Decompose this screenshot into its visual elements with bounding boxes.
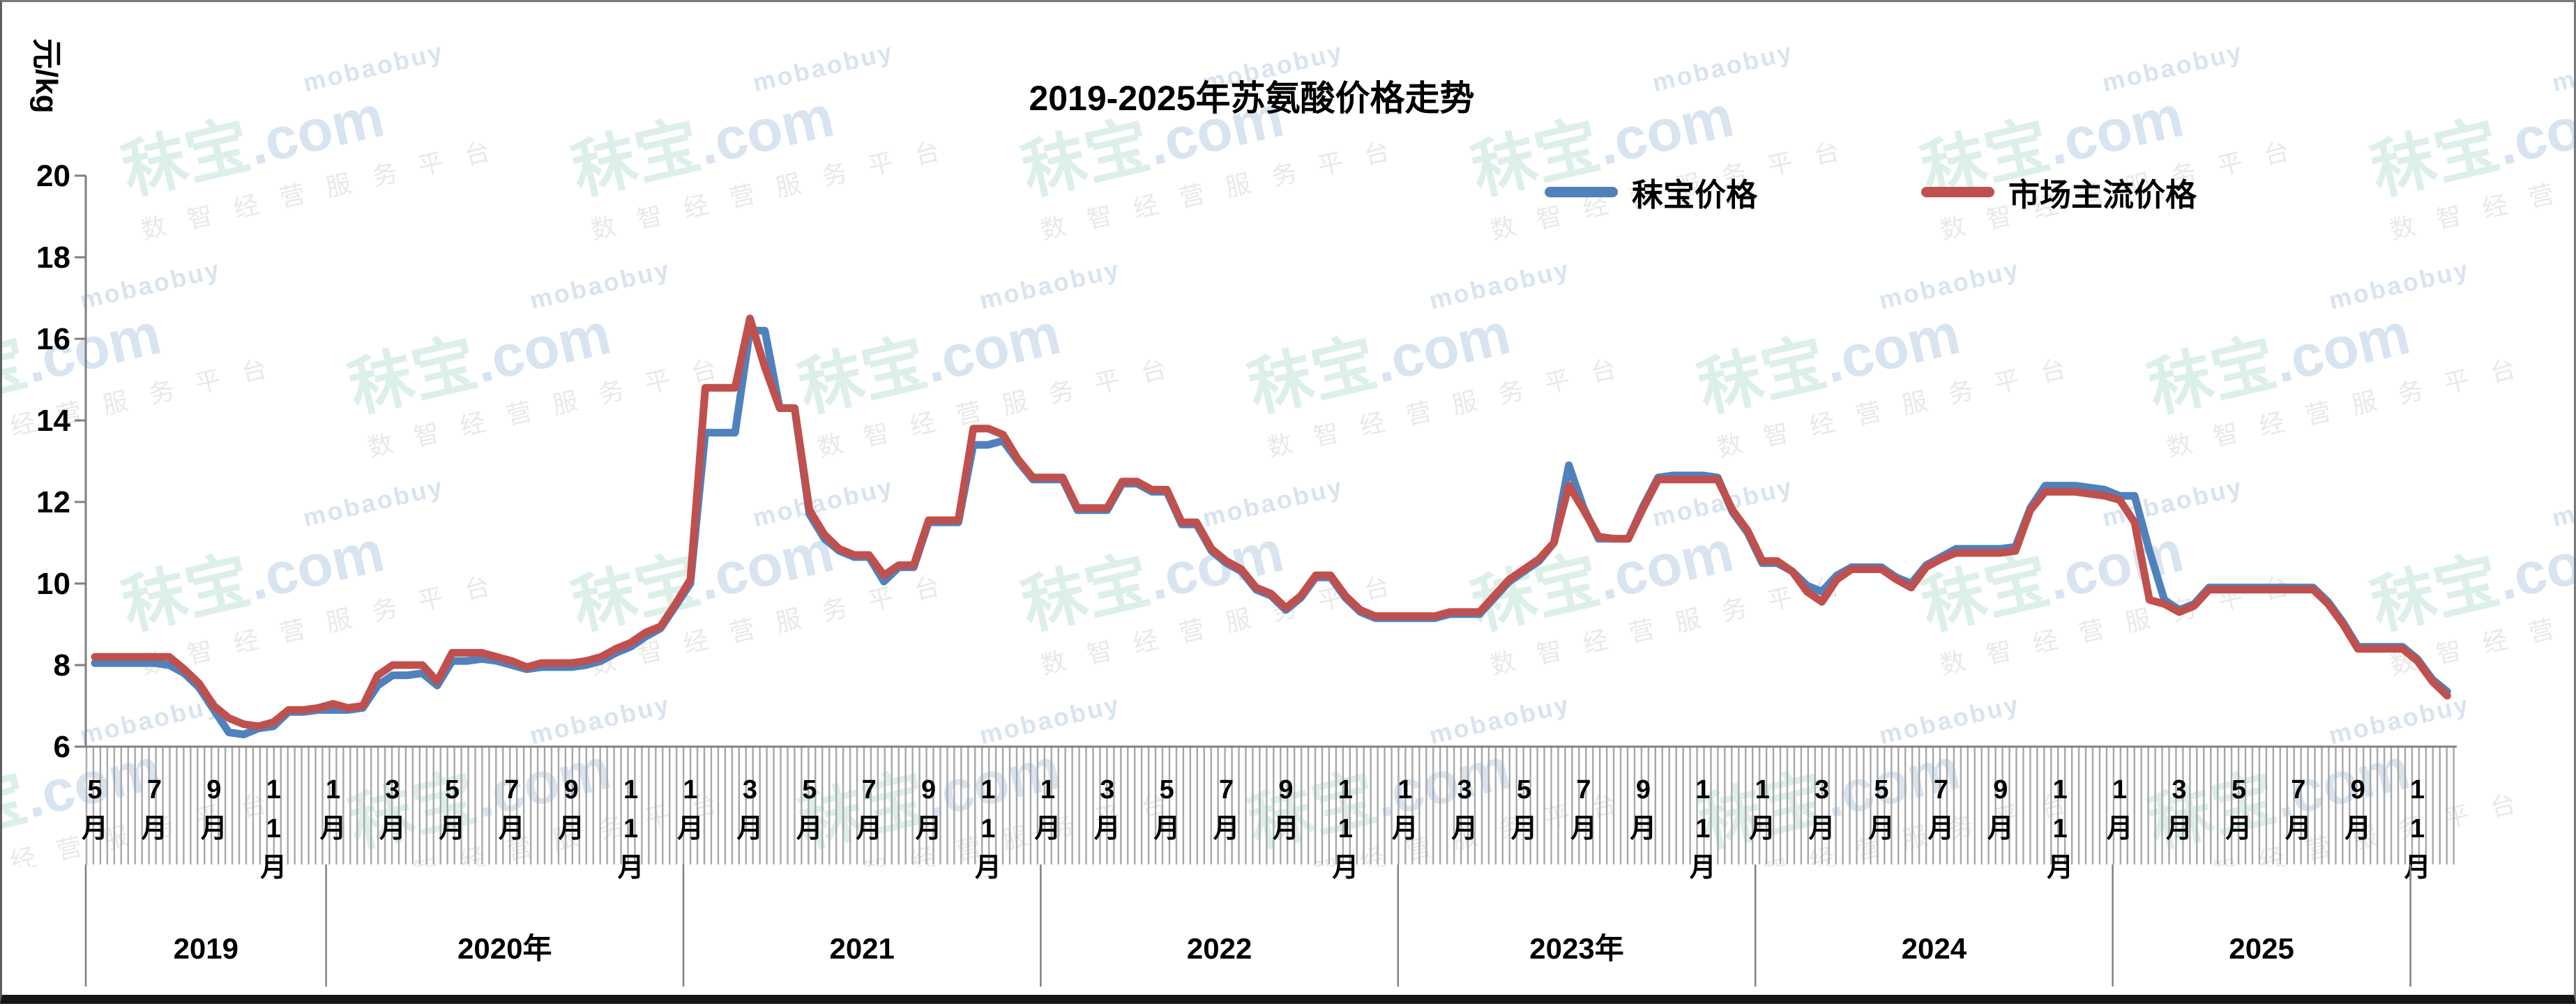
market-line-swatch-icon xyxy=(1921,187,1995,197)
legend-label-market: 市场主流价格 xyxy=(2008,177,2197,213)
year-label: 2022 xyxy=(1187,932,1252,965)
y-tick-label: 20 xyxy=(36,159,70,193)
y-tick-label: 8 xyxy=(54,648,70,683)
legend-label-mobao: 秣宝价格 xyxy=(1632,177,1758,213)
series-line-market xyxy=(91,314,2451,731)
y-tick-label: 16 xyxy=(36,322,70,356)
year-label: 2021 xyxy=(829,932,894,965)
year-label: 2024 xyxy=(1902,932,1967,965)
legend-item-market: 市场主流价格 xyxy=(1921,169,2197,215)
year-label: 2025 xyxy=(2229,932,2294,965)
y-tick-label: 6 xyxy=(54,730,70,764)
y-tick-label: 18 xyxy=(36,241,70,275)
y-tick-label: 14 xyxy=(36,404,70,438)
y-tick-label: 10 xyxy=(36,567,70,601)
y-tick-label: 12 xyxy=(36,485,70,519)
mobao-line-swatch-icon xyxy=(1545,187,1618,197)
legend-item-mobao: 秣宝价格 xyxy=(1545,169,1757,215)
chart-title: 2019-2025年苏氨酸价格走势 xyxy=(1029,79,1475,118)
series-line-mobao xyxy=(91,326,2451,738)
year-label: 2019 xyxy=(174,932,238,965)
year-label: 2020年 xyxy=(457,932,552,965)
y-axis-unit-label: 元/kg xyxy=(29,38,63,114)
year-label: 2023年 xyxy=(1529,932,1623,965)
legend: 秣宝价格 市场主流价格 xyxy=(1545,169,2197,215)
